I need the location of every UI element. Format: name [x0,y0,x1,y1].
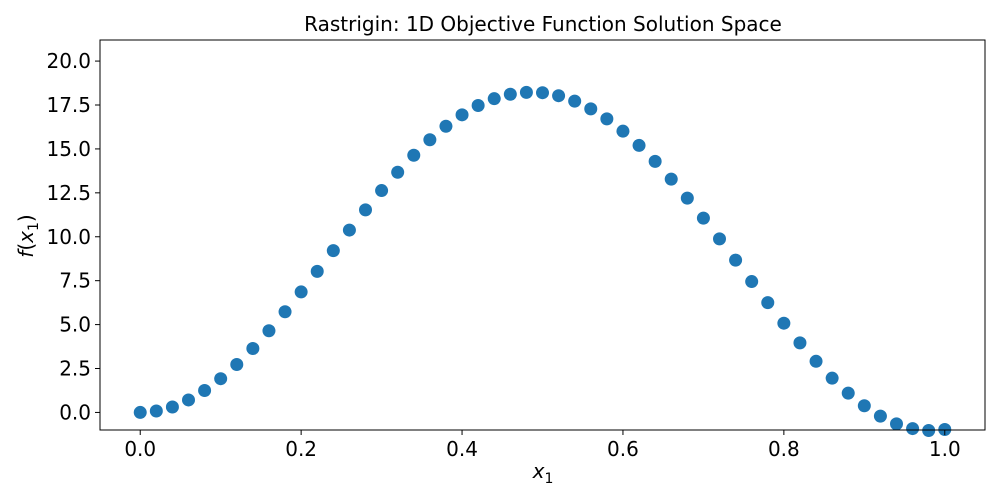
y-tick-label: 10.0 [46,225,91,249]
data-point [294,285,308,299]
data-point [133,405,147,419]
data-point [568,94,582,108]
data-point [664,172,678,186]
x-axis-ticks: 0.0 0.2 0.4 0.6 0.8 1.0 [124,430,961,461]
data-point [745,275,759,289]
data-point [890,417,903,431]
data-point [519,85,533,99]
data-point [793,336,807,350]
data-point [906,422,920,436]
data-point [536,86,549,100]
data-point [729,253,743,267]
data-point [487,92,501,106]
data-point [873,409,887,423]
x-tick-label: 0.6 [607,437,639,461]
y-tick-label: 15.0 [46,137,91,161]
y-tick-label: 5.0 [59,313,91,337]
data-point [600,112,614,126]
data-point [857,399,871,413]
data-point [230,357,244,371]
data-point [165,400,179,414]
data-point [198,383,212,397]
data-point [262,324,276,338]
data-point [648,154,662,168]
data-point [503,87,517,101]
data-point [359,203,372,217]
data-point [616,124,630,138]
data-point [375,184,389,198]
data-point [310,264,324,278]
data-point [455,108,469,122]
data-point [584,102,598,116]
data-point [423,133,437,147]
x-axis-label: x1 [532,459,554,487]
data-point [182,393,195,407]
data-point [439,119,453,133]
data-point [149,404,163,418]
y-tick-label: 0.0 [59,400,91,424]
data-point [777,316,791,330]
data-point [214,372,228,386]
x-tick-label: 0.2 [285,437,317,461]
data-point [761,296,775,310]
data-point [922,424,936,438]
y-axis-ticks: 0.0 2.5 5.0 7.5 10.0 12.5 15.0 17.5 20.0 [46,49,100,424]
x-tick-label: 1.0 [929,437,961,461]
data-point [938,422,952,436]
x-tick-label: 0.8 [768,437,800,461]
data-point [825,371,839,385]
y-tick-label: 20.0 [46,49,91,73]
y-tick-label: 7.5 [59,269,91,293]
data-point [278,305,292,319]
data-point [391,165,405,179]
data-point [407,148,421,162]
y-tick-label: 17.5 [46,93,91,117]
data-point [246,341,260,355]
data-point [680,191,694,205]
data-point [696,211,710,225]
y-tick-label: 2.5 [59,357,91,381]
data-point [471,99,485,113]
y-axis-label: f(x1) [14,214,42,257]
x-tick-label: 0.4 [446,437,478,461]
plot-area-frame [99,39,986,431]
y-tick-label: 12.5 [46,181,91,205]
x-tick-label: 0.0 [124,437,156,461]
data-point [809,354,823,368]
data-point [841,386,855,400]
data-point [713,232,726,246]
data-point [326,244,340,258]
data-points [133,85,952,438]
data-point [342,223,356,237]
data-point [552,89,566,103]
chart-title: Rastrigin: 1D Objective Function Solutio… [304,12,782,36]
data-point [632,138,646,152]
